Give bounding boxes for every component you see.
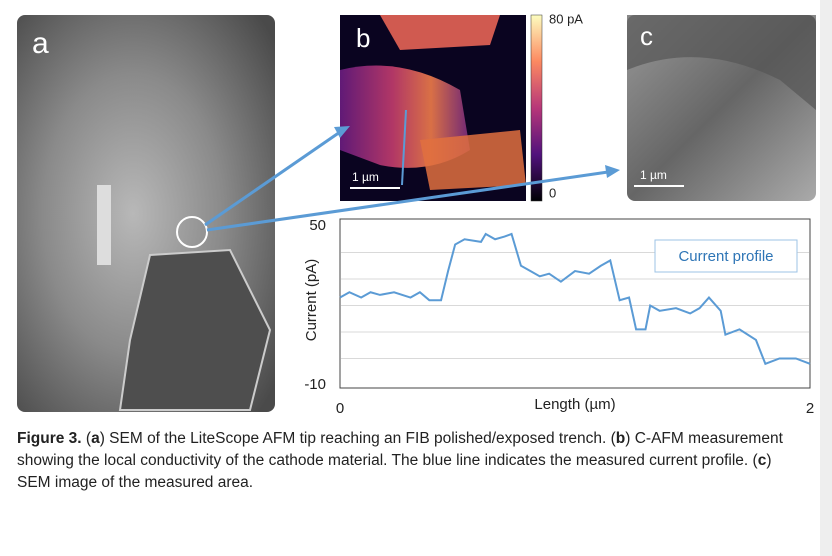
trench-edge (627, 15, 816, 110)
caption-text: ) SEM of the LiteScope AFM tip reaching … (99, 430, 616, 447)
y-axis-label: Current (pA) (303, 259, 320, 342)
x-tick-label: 0 (336, 400, 344, 417)
caption-text: Figure 3. (17, 430, 82, 447)
page-edge (820, 0, 832, 556)
x-axis-label: Length (µm) (534, 396, 615, 413)
caption-text: ) SEM image of the measured area. (17, 452, 776, 491)
panel-label: a (32, 27, 49, 60)
cantilever (118, 248, 272, 411)
legend-box (654, 239, 798, 273)
caption-text: b (615, 430, 626, 447)
arrow-head (605, 165, 620, 178)
caption-text: a (91, 430, 100, 447)
afm-tip (97, 185, 111, 265)
caption-text: ) C-AFM measurement showing the local co… (17, 430, 788, 469)
profile-line (401, 109, 407, 186)
conductive-region (420, 130, 526, 190)
figure-caption: Figure 3. (a) SEM of the LiteScope AFM t… (17, 428, 797, 494)
line-chart: Length (µm) Current (pA) -10 50 0 2 Current … (303, 217, 814, 417)
colorbar (530, 14, 543, 202)
scale-bar-label: 1 µm (352, 170, 379, 184)
arrow (204, 130, 341, 227)
panel-label: b (356, 23, 370, 53)
legend-label: Current profile (678, 248, 773, 265)
panel-label: c (640, 21, 653, 51)
caption-text: c (757, 452, 767, 469)
data-line (339, 232, 811, 366)
figure: a 1 µm b 80 pA 0 1 µm c Length (µm) Curr… (17, 11, 816, 417)
y-tick-label: -10 (304, 376, 326, 393)
arrow-head (334, 126, 350, 138)
caption-text: ( (81, 430, 92, 447)
x-tick-label: 2 (806, 400, 814, 417)
colorbar-max: 80 pA (549, 11, 583, 26)
colorbar-min: 0 (549, 185, 556, 200)
arrow (206, 170, 609, 232)
scale-bar-label: 1 µm (640, 168, 667, 182)
y-tick-label: 50 (309, 217, 326, 234)
conductive-region (380, 15, 500, 50)
highlight-circle (176, 216, 208, 248)
